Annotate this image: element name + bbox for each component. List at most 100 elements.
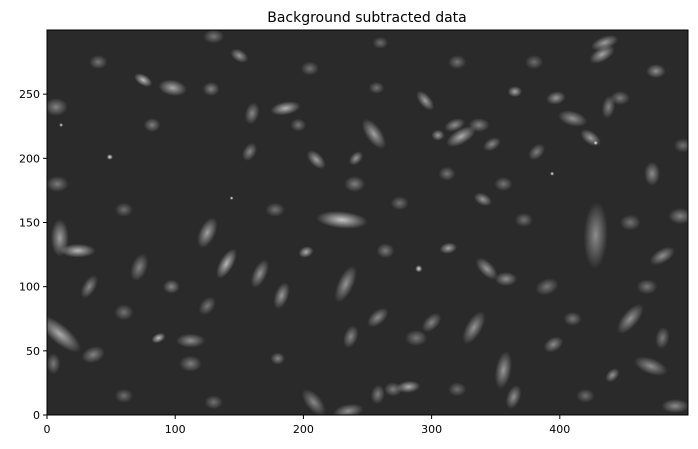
source-31 — [646, 64, 666, 79]
source-87 — [563, 311, 582, 326]
y-tick-label: 100 — [19, 281, 40, 294]
y-tick-label: 250 — [19, 88, 40, 101]
source-22 — [361, 118, 386, 150]
source-83 — [114, 304, 134, 321]
source-18 — [197, 217, 218, 249]
source-95 — [89, 55, 108, 70]
source-6 — [415, 265, 423, 273]
x-axis: 0 100 200 300 400 — [44, 415, 570, 436]
source-8 — [60, 243, 96, 258]
source-107 — [525, 55, 544, 70]
source-32 — [644, 161, 661, 186]
sources-layer — [47, 30, 688, 415]
source-26 — [507, 86, 523, 98]
source-60 — [242, 142, 258, 161]
source-45 — [649, 246, 676, 266]
source-65 — [130, 253, 149, 282]
source-82 — [290, 118, 307, 132]
chart-title: Background subtracted data — [267, 10, 467, 26]
source-89 — [655, 326, 670, 350]
source-56 — [81, 346, 105, 364]
source-97 — [448, 55, 467, 70]
source-81 — [421, 312, 442, 333]
source-78 — [344, 176, 366, 192]
source-3 — [106, 154, 113, 160]
source-57 — [230, 48, 249, 63]
source-100 — [114, 388, 133, 403]
source-48 — [343, 325, 359, 349]
source-43 — [634, 356, 668, 376]
source-23 — [416, 90, 435, 111]
source-33 — [473, 192, 492, 207]
source-52 — [250, 259, 269, 289]
source-92 — [390, 196, 409, 211]
source-25 — [557, 110, 588, 127]
source-58 — [202, 82, 220, 96]
source-44 — [605, 368, 620, 383]
source-28 — [589, 45, 615, 64]
source-106 — [372, 36, 389, 49]
source-105 — [203, 30, 225, 44]
source-27 — [546, 91, 566, 105]
source-10 — [316, 211, 368, 229]
source-4 — [59, 123, 64, 127]
y-tick-label: 150 — [19, 217, 40, 230]
source-17 — [50, 218, 69, 257]
source-72 — [483, 137, 501, 152]
source-66 — [384, 382, 403, 397]
source-39 — [505, 384, 522, 410]
source-15 — [158, 79, 187, 97]
source-88 — [636, 279, 658, 295]
source-49 — [367, 307, 389, 328]
source-12 — [446, 126, 476, 147]
source-47 — [661, 399, 688, 413]
source-80 — [405, 330, 428, 346]
source-75 — [610, 91, 630, 105]
source-42 — [616, 303, 644, 334]
source-1 — [229, 196, 234, 200]
source-41 — [543, 336, 564, 353]
source-40 — [583, 201, 608, 269]
source-101 — [448, 382, 467, 397]
source-24 — [431, 129, 445, 141]
source-46 — [668, 208, 688, 225]
source-55 — [179, 355, 202, 372]
source-71 — [468, 118, 490, 132]
source-37 — [462, 311, 486, 345]
source-59 — [244, 102, 260, 125]
source-53 — [175, 333, 206, 348]
source-7 — [151, 332, 166, 344]
source-84 — [198, 296, 216, 316]
source-35 — [475, 257, 498, 280]
y-tick-label: 200 — [19, 152, 40, 165]
source-63 — [47, 176, 69, 192]
source-96 — [300, 61, 319, 76]
x-tick-label: 200 — [293, 423, 314, 436]
source-98 — [368, 81, 385, 94]
source-90 — [619, 214, 641, 231]
source-67 — [301, 388, 326, 415]
source-19 — [298, 246, 314, 258]
source-29 — [591, 34, 619, 51]
source-77 — [438, 166, 456, 181]
source-16 — [47, 315, 82, 353]
source-70 — [444, 118, 466, 132]
y-tick-label: 50 — [26, 345, 40, 358]
source-30 — [580, 129, 601, 147]
source-51 — [273, 282, 290, 309]
source-94 — [114, 202, 133, 217]
source-13 — [216, 248, 237, 279]
source-2 — [550, 171, 555, 176]
source-79 — [494, 177, 513, 191]
source-20 — [306, 150, 326, 170]
source-62 — [47, 98, 68, 116]
x-tick-label: 0 — [44, 423, 51, 436]
source-86 — [535, 278, 559, 296]
x-tick-label: 400 — [549, 423, 570, 436]
source-11 — [396, 380, 421, 393]
source-103 — [47, 353, 61, 375]
source-99 — [204, 395, 223, 410]
y-tick-label: 0 — [33, 409, 40, 422]
source-69 — [370, 384, 385, 405]
